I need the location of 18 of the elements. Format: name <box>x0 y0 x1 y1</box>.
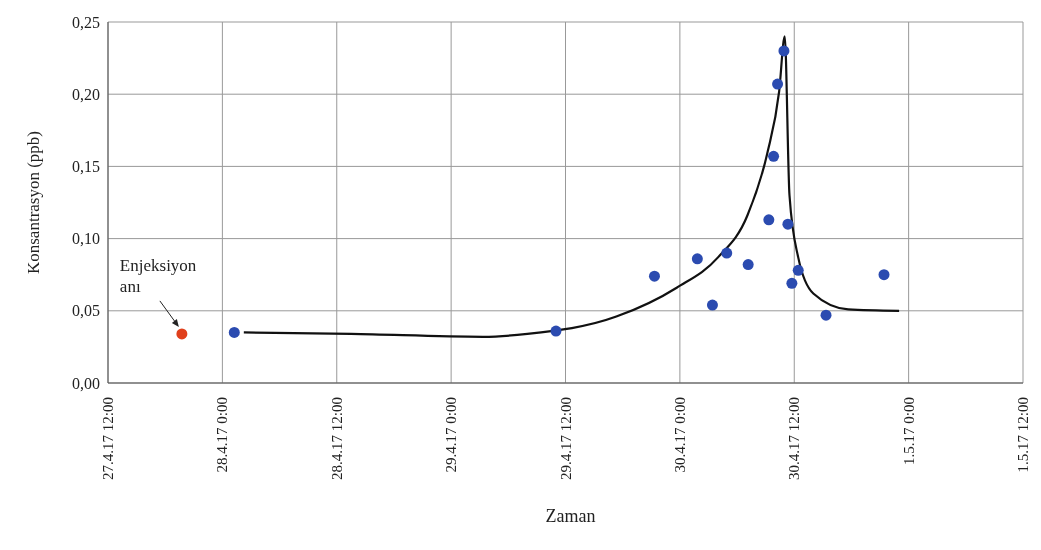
x-tick-label: 1.5.17 0:00 <box>900 397 917 465</box>
x-tick-label: 28.4.17 12:00 <box>328 397 345 480</box>
y-tick-label: 0,00 <box>72 374 100 392</box>
y-tick-label: 0,25 <box>72 13 100 31</box>
x-tick-label: 29.4.17 12:00 <box>557 397 574 480</box>
y-tick-label: 0,05 <box>72 302 100 320</box>
x-tick-label: 27.4.17 12:00 <box>100 397 116 480</box>
y-tick-label: 0,10 <box>72 230 100 248</box>
x-tick-label: 29.4.17 0:00 <box>443 397 460 473</box>
x-tick-label: 28.4.17 0:00 <box>214 397 231 473</box>
x-axis-title: Zaman <box>544 506 597 527</box>
x-tick-label: 30.4.17 0:00 <box>671 397 688 473</box>
x-tick-label: 30.4.17 12:00 <box>786 397 803 480</box>
y-tick-label: 0,20 <box>72 85 100 103</box>
y-axis-title: Konsantrasyon (ppb) <box>24 130 44 275</box>
x-tick-label: 1.5.17 12:00 <box>1015 397 1031 473</box>
annotation: Enjeksiyon anı <box>119 255 197 296</box>
y-tick-label: 0,15 <box>72 158 100 176</box>
